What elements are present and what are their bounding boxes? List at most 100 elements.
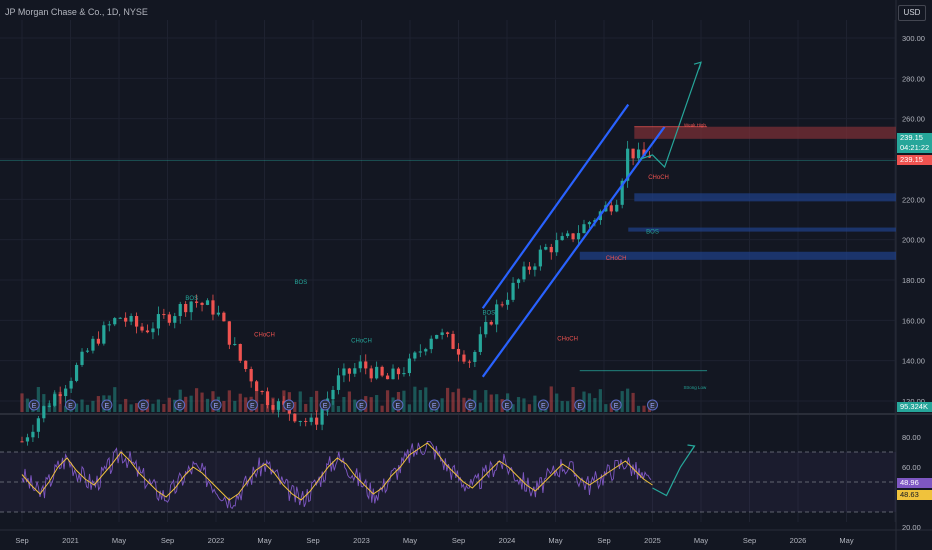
candle-body [178, 304, 182, 317]
volume-bar [134, 403, 139, 412]
candle-body [36, 418, 40, 432]
candle-body [205, 300, 210, 305]
volume-bar [516, 397, 521, 412]
candle-body [495, 304, 499, 325]
time-tick-label: 2025 [644, 536, 661, 545]
symbol-title[interactable]: JP Morgan Chase & Co., 1D, NYSE [5, 7, 148, 17]
volume-bar [195, 388, 199, 412]
time-tick-label: Sep [306, 536, 319, 545]
candle-body [555, 240, 559, 253]
candle-body [156, 314, 161, 329]
earnings-marker-label: E [359, 403, 364, 410]
candle-body [320, 408, 324, 425]
volume-bar [309, 396, 313, 412]
time-tick-label: May [112, 536, 126, 545]
candle-body [358, 361, 362, 369]
candle-body [216, 312, 221, 315]
bid-price-label-bg [897, 155, 932, 165]
volume-bar [511, 404, 515, 412]
candle-body [271, 405, 275, 410]
forecast-arrowhead [693, 61, 702, 70]
candle-body [636, 149, 641, 159]
earnings-marker [428, 399, 440, 411]
candle-body [233, 343, 237, 345]
price-tick-label: 300.00 [902, 34, 925, 43]
candle-body [391, 368, 395, 380]
candle-body [134, 316, 139, 327]
candle-body [538, 249, 542, 267]
volume-bar [566, 401, 570, 412]
volume-bar [456, 388, 461, 412]
candle-body [118, 317, 122, 319]
volume-bar [238, 393, 242, 412]
bid-price-label: 239.15 [900, 155, 923, 164]
earnings-marker [392, 399, 404, 411]
structure-label: CHoCH [648, 175, 669, 181]
candle-body [456, 348, 461, 355]
earnings-marker [501, 399, 513, 411]
volume-bar [47, 403, 51, 412]
volume-bar [25, 398, 30, 412]
time-tick-label: May [694, 536, 708, 545]
time-axis: Sep 2021 May Sep 2022 May Sep 2023 May Sep 2024 May… [15, 536, 854, 545]
candle-body [582, 224, 586, 234]
earnings-marker-label: E [68, 403, 73, 410]
price-tick-label: 260.00 [902, 115, 925, 124]
volume-label-bg [897, 402, 932, 412]
candle-body [396, 368, 401, 375]
volume-bar [298, 391, 302, 412]
volume-bar [522, 398, 526, 412]
candle-body [364, 361, 368, 369]
volume-bar [626, 388, 630, 412]
earnings-marker-label: E [32, 403, 37, 410]
volume-bar [489, 394, 493, 412]
earnings-marker-label: E [505, 403, 510, 410]
candlesticks [20, 140, 652, 446]
earnings-marker-label: E [468, 403, 473, 410]
candle-body [184, 304, 188, 313]
candle-body [255, 381, 259, 392]
rsi-line [21, 440, 652, 510]
earnings-marker [283, 399, 295, 411]
volume-label: 95.324K [900, 402, 928, 411]
candle-body [462, 354, 466, 362]
time-tick-label: 2023 [353, 536, 370, 545]
earnings-marker [65, 399, 76, 411]
candle-body [331, 389, 335, 400]
price-tick-label: 200.00 [902, 236, 925, 245]
currency-button[interactable]: USD [898, 5, 926, 21]
earnings-marker [465, 399, 477, 411]
volume-bar [402, 390, 406, 412]
volume-bar [189, 395, 193, 412]
volume-bar [587, 393, 592, 412]
candle-body [642, 149, 646, 157]
candle-body [145, 330, 150, 333]
candle-body [162, 314, 166, 316]
volume-bar [113, 387, 117, 412]
rsi-ma-value-label: 48.63 [900, 490, 919, 499]
time-tick-label: May [403, 536, 417, 545]
candle-body [265, 391, 270, 406]
volume-bar [473, 390, 477, 412]
structure-label: CHoCH [557, 337, 578, 343]
candle-body [631, 148, 635, 159]
candle-body [467, 361, 472, 363]
structure-label: BOS [646, 230, 659, 236]
earnings-marker-label: E [323, 403, 328, 410]
candle-body [244, 360, 248, 370]
time-tick-label: 2026 [790, 536, 807, 545]
candle-body [522, 266, 526, 280]
earnings-marker-label: E [141, 403, 146, 410]
candle-body [85, 350, 90, 352]
candle-body [445, 332, 450, 334]
earnings-marker [574, 399, 586, 411]
candle-body [560, 236, 564, 241]
earnings-marker [174, 399, 186, 411]
candle-body [74, 364, 79, 381]
volume-bar [315, 390, 319, 412]
volume-bar [462, 397, 466, 412]
candle-body [189, 301, 193, 313]
forecast-line [640, 62, 702, 169]
